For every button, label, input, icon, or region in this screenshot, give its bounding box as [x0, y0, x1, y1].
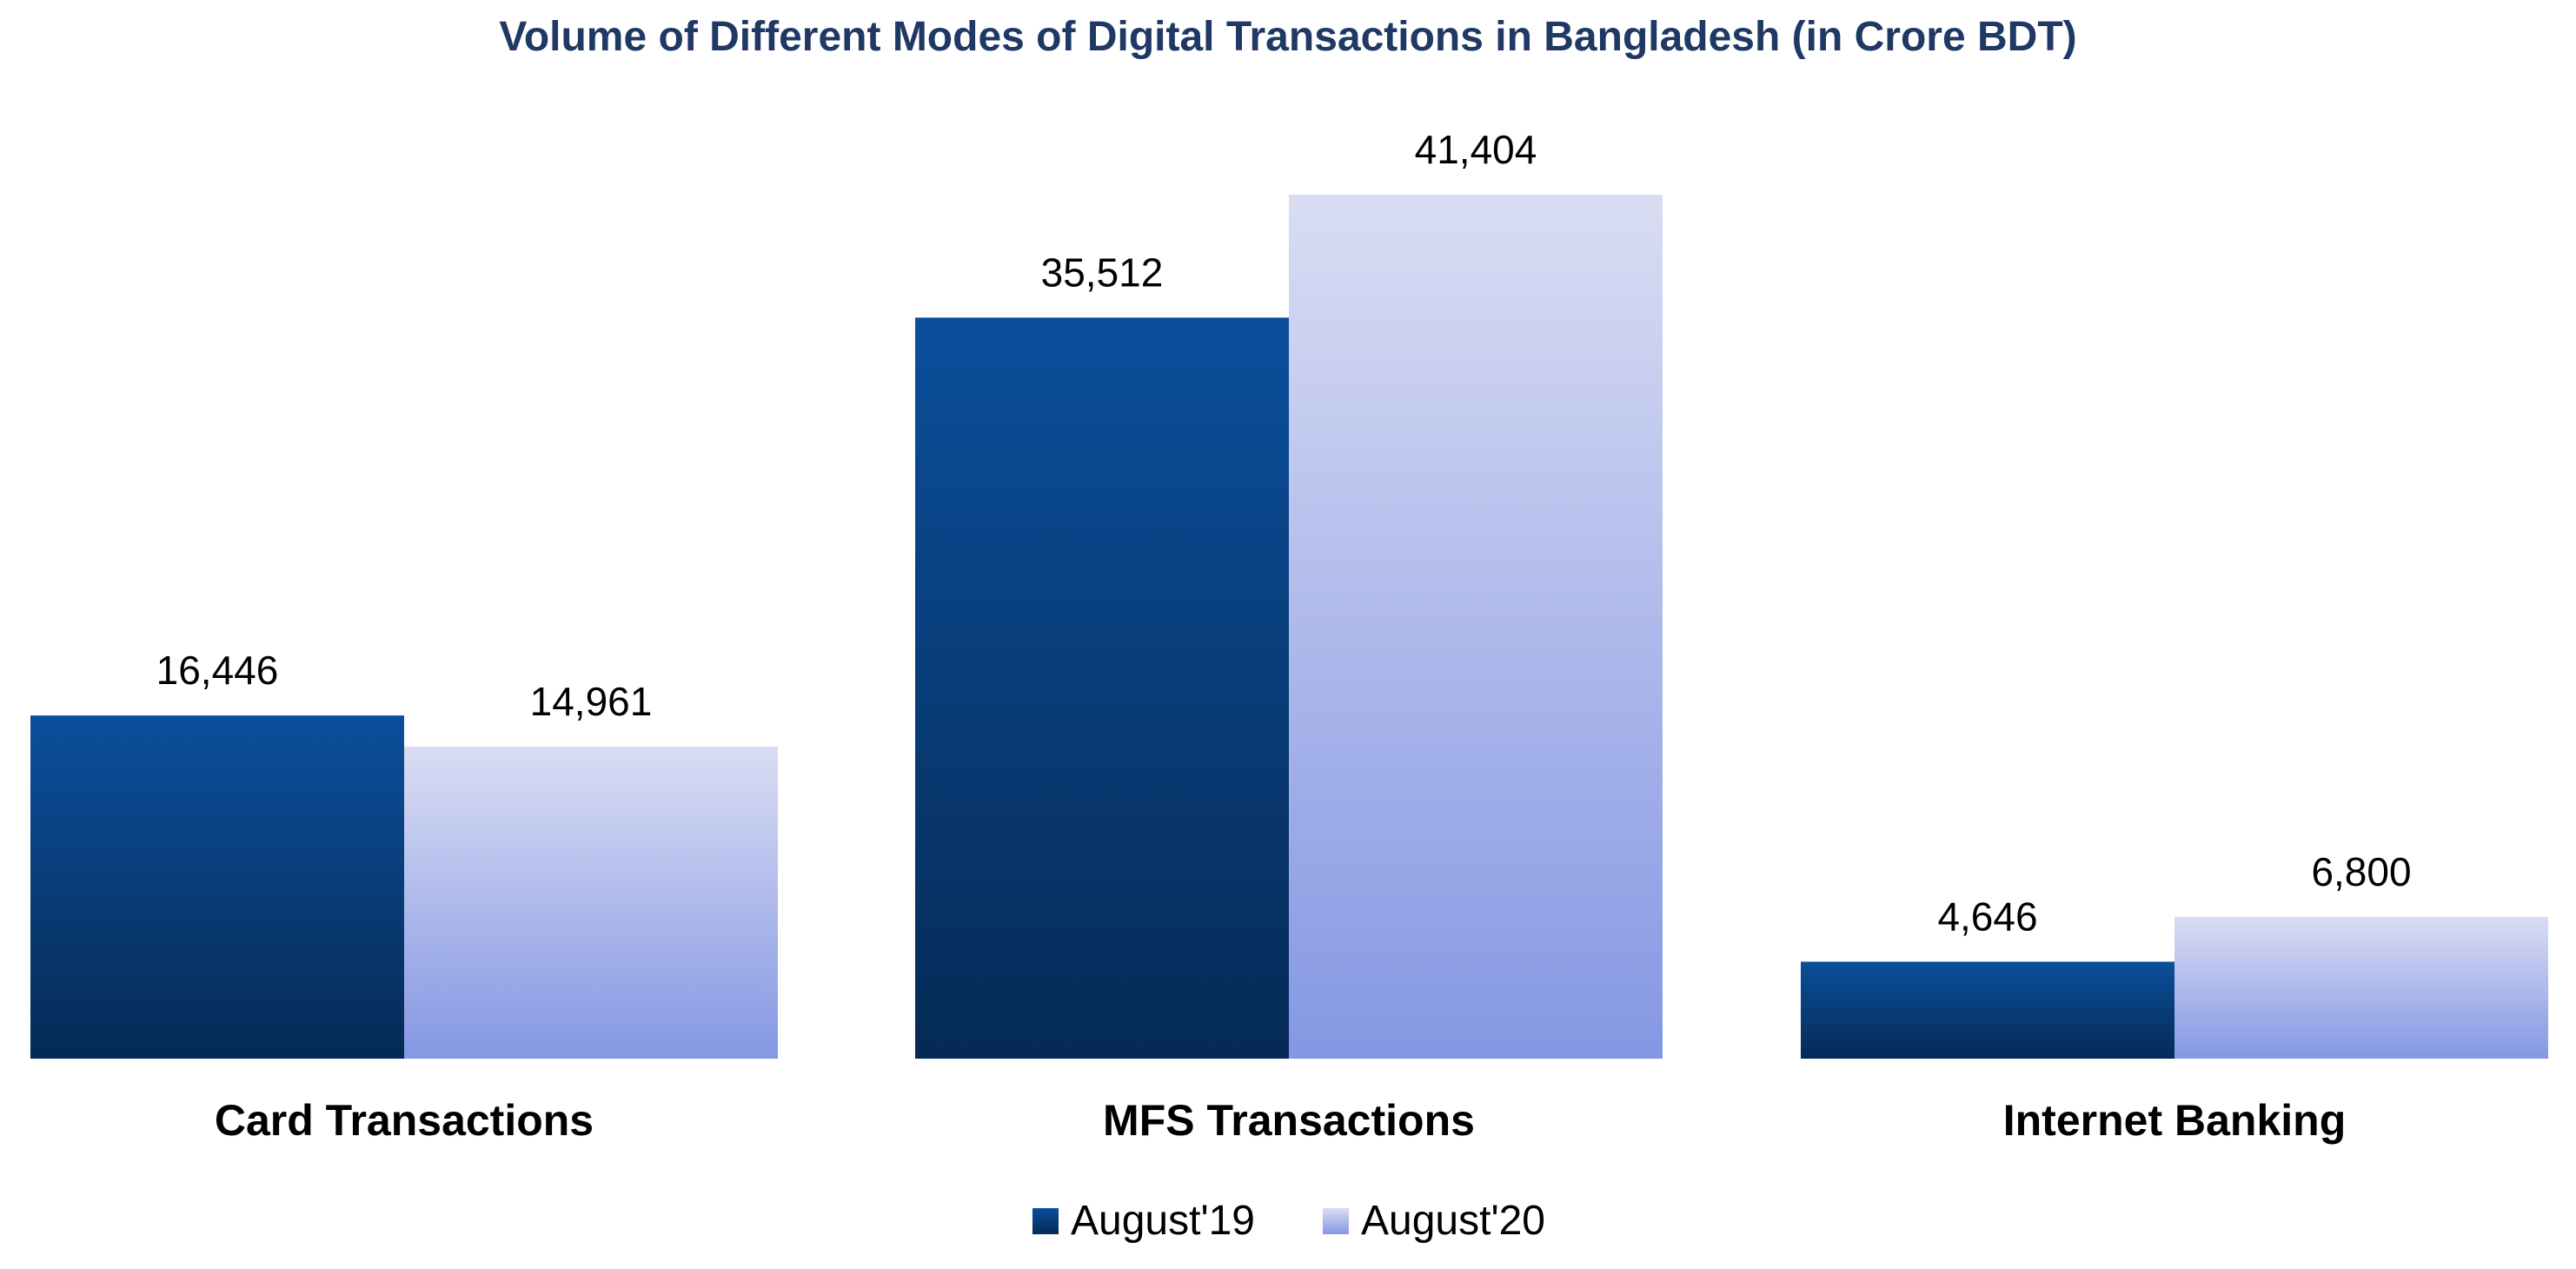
chart-title: Volume of Different Modes of Digital Tra… — [499, 14, 2076, 60]
bar-card-transactions-aug19 — [30, 715, 404, 1059]
value-label-internet-banking-aug19: 4,646 — [1937, 894, 2037, 939]
legend: August'19 August'20 — [1032, 1198, 1545, 1244]
legend-swatch-aug20 — [1323, 1208, 1349, 1234]
value-label-mfs-transactions-aug20: 41,404 — [1415, 127, 1537, 172]
category-labels-layer: Card Transactions MFS Transactions Interne… — [215, 1096, 2346, 1145]
category-label-internet-banking: Internet Banking — [2003, 1096, 2346, 1145]
legend-label-aug20: August'20 — [1361, 1198, 1545, 1244]
bar-internet-banking-aug19 — [1801, 961, 2174, 1059]
bar-internet-banking-aug20 — [2174, 916, 2548, 1059]
bars-layer — [30, 195, 2548, 1059]
category-label-card-transactions: Card Transactions — [215, 1096, 594, 1145]
bar-mfs-transactions-aug20 — [1289, 195, 1663, 1059]
category-label-mfs-transactions: MFS Transactions — [1103, 1096, 1475, 1145]
bar-mfs-transactions-aug19 — [915, 317, 1289, 1059]
legend-swatch-aug19 — [1032, 1208, 1059, 1234]
bar-card-transactions-aug20 — [404, 746, 778, 1059]
value-label-internet-banking-aug20: 6,800 — [2311, 849, 2411, 894]
value-labels-layer: 16,446 14,961 35,512 41,404 4,646 6,800 — [156, 127, 2412, 939]
legend-label-aug19: August'19 — [1071, 1198, 1255, 1244]
value-label-card-transactions-aug20: 14,961 — [530, 679, 653, 724]
value-label-mfs-transactions-aug19: 35,512 — [1041, 249, 1164, 295]
value-label-card-transactions-aug19: 16,446 — [156, 648, 279, 693]
